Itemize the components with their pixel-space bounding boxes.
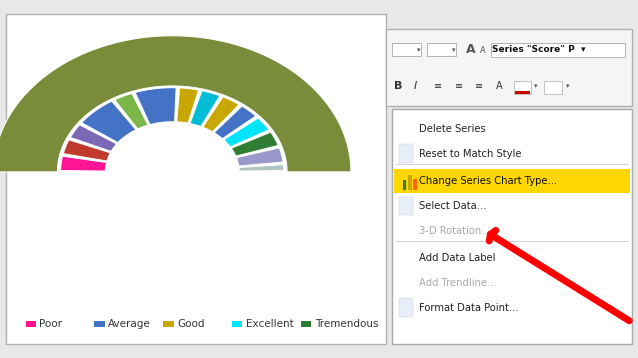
Polygon shape bbox=[239, 165, 284, 171]
Text: Add Trendline...: Add Trendline... bbox=[419, 278, 497, 288]
Polygon shape bbox=[237, 148, 283, 166]
Bar bbox=[403, 180, 406, 190]
FancyBboxPatch shape bbox=[392, 109, 632, 344]
FancyBboxPatch shape bbox=[386, 29, 632, 106]
Bar bbox=[408, 175, 412, 190]
Polygon shape bbox=[63, 140, 110, 161]
Text: Series "Score" P  ▾: Series "Score" P ▾ bbox=[492, 45, 586, 54]
Polygon shape bbox=[82, 101, 136, 142]
Text: Poor: Poor bbox=[39, 319, 62, 329]
Polygon shape bbox=[224, 118, 269, 147]
FancyBboxPatch shape bbox=[491, 43, 625, 57]
Polygon shape bbox=[190, 91, 220, 126]
Text: ▾: ▾ bbox=[452, 47, 455, 53]
Text: A: A bbox=[466, 43, 475, 56]
FancyBboxPatch shape bbox=[399, 298, 413, 317]
Text: Average: Average bbox=[108, 319, 151, 329]
FancyBboxPatch shape bbox=[399, 197, 413, 215]
Bar bbox=[26, 321, 36, 327]
Text: Delete Series: Delete Series bbox=[419, 124, 486, 134]
FancyBboxPatch shape bbox=[514, 81, 531, 94]
Polygon shape bbox=[70, 125, 117, 151]
Bar bbox=[515, 91, 530, 94]
Text: ▾: ▾ bbox=[417, 47, 420, 53]
Bar bbox=[232, 321, 242, 327]
Text: Tremendous: Tremendous bbox=[315, 319, 378, 329]
Polygon shape bbox=[115, 93, 148, 129]
Polygon shape bbox=[135, 88, 176, 125]
Text: Change Series Chart Type...: Change Series Chart Type... bbox=[419, 176, 558, 186]
Text: 3-D Rotation...: 3-D Rotation... bbox=[419, 226, 491, 236]
Bar bbox=[94, 321, 105, 327]
Text: ≡: ≡ bbox=[475, 81, 484, 91]
Bar bbox=[163, 321, 174, 327]
FancyBboxPatch shape bbox=[399, 144, 413, 163]
FancyBboxPatch shape bbox=[544, 81, 562, 94]
Bar bbox=[301, 321, 311, 327]
Text: Select Data...: Select Data... bbox=[419, 201, 487, 211]
FancyBboxPatch shape bbox=[6, 14, 386, 344]
Text: Good: Good bbox=[177, 319, 205, 329]
Bar bbox=[413, 179, 417, 190]
Text: ≡: ≡ bbox=[434, 81, 443, 91]
Text: I: I bbox=[414, 81, 417, 91]
FancyBboxPatch shape bbox=[394, 169, 630, 193]
FancyBboxPatch shape bbox=[392, 43, 421, 56]
Text: A: A bbox=[480, 46, 486, 55]
Text: Add Data Label: Add Data Label bbox=[419, 253, 496, 263]
Text: Format Data Point...: Format Data Point... bbox=[419, 303, 519, 313]
Polygon shape bbox=[203, 97, 239, 132]
Polygon shape bbox=[214, 106, 256, 139]
Text: ≡: ≡ bbox=[455, 81, 463, 91]
Text: B: B bbox=[394, 81, 402, 91]
Polygon shape bbox=[0, 36, 351, 172]
Text: A: A bbox=[496, 81, 502, 91]
Text: Reset to Match Style: Reset to Match Style bbox=[419, 149, 522, 159]
Polygon shape bbox=[177, 88, 198, 123]
Text: Excellent: Excellent bbox=[246, 319, 293, 329]
Text: ▾: ▾ bbox=[566, 83, 569, 90]
Polygon shape bbox=[61, 156, 107, 171]
Polygon shape bbox=[232, 132, 278, 156]
Text: ▾: ▾ bbox=[534, 83, 537, 90]
FancyBboxPatch shape bbox=[427, 43, 456, 56]
